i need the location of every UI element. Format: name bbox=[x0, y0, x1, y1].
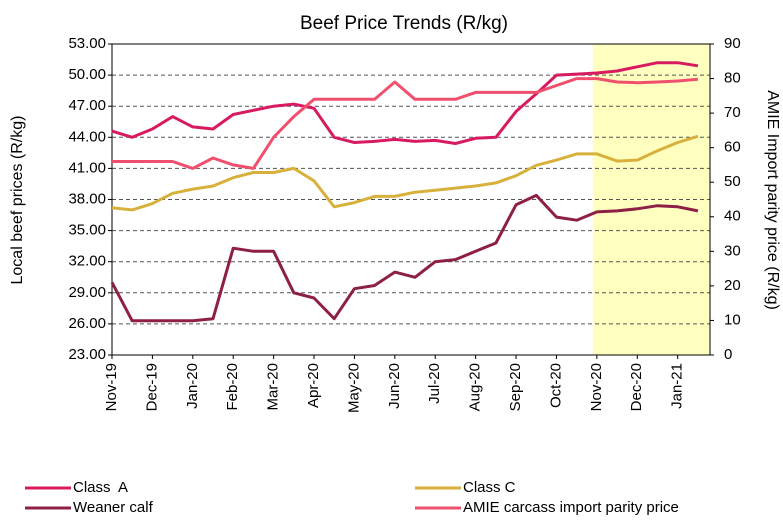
y2-tick-label: 70 bbox=[724, 104, 741, 121]
y2-tick-label: 90 bbox=[724, 35, 741, 52]
x-tick-label: Dec-20 bbox=[628, 363, 645, 411]
y-tick-label: 38.00 bbox=[68, 190, 106, 207]
x-tick-label: Jan-20 bbox=[184, 363, 201, 409]
x-tick-label: Aug-20 bbox=[467, 363, 484, 411]
y-tick-label: 35.00 bbox=[68, 222, 106, 239]
y-tick-label: 53.00 bbox=[68, 35, 106, 52]
y2-tick-label: 60 bbox=[724, 139, 741, 156]
legend-label: Class C bbox=[463, 479, 516, 496]
y-tick-label: 32.00 bbox=[68, 253, 106, 270]
y2-tick-label: 10 bbox=[724, 311, 741, 328]
series-line bbox=[110, 193, 699, 323]
x-tick-label: Mar-20 bbox=[265, 363, 282, 411]
series-line bbox=[111, 61, 699, 145]
x-tick-label: Feb-20 bbox=[224, 363, 241, 411]
y-tick-label: 44.00 bbox=[68, 128, 106, 145]
x-tick-label: Oct-20 bbox=[547, 363, 564, 408]
y-tick-label: 26.00 bbox=[68, 315, 106, 332]
y2-tick-label: 20 bbox=[724, 277, 741, 294]
y2-tick-label: 0 bbox=[724, 346, 732, 363]
legend-label: AMIE carcass import parity price bbox=[463, 499, 679, 516]
x-tick-label: Jan-21 bbox=[669, 363, 686, 409]
y-tick-label: 47.00 bbox=[68, 97, 106, 114]
y2-axis-label: AMIE Import parity price (R/kg) bbox=[764, 90, 781, 310]
x-tick-label: Jul-20 bbox=[426, 363, 443, 404]
plot-frame bbox=[111, 43, 711, 356]
y-tick-label: 41.00 bbox=[68, 159, 106, 176]
y-tick-label: 23.00 bbox=[68, 346, 106, 363]
y2-tick-label: 80 bbox=[724, 70, 741, 87]
y2-tick-label: 50 bbox=[724, 173, 741, 190]
x-tick-label: Nov-19 bbox=[103, 363, 120, 411]
x-tick-label: Sep-20 bbox=[507, 363, 524, 411]
chart-title: Beef Price Trends (R/kg) bbox=[300, 13, 508, 34]
series-line bbox=[112, 77, 699, 170]
y2-tick-label: 40 bbox=[724, 208, 741, 225]
x-tick-label: Nov-20 bbox=[588, 363, 605, 411]
y-axis-label: Local beef prices (R/kg) bbox=[9, 116, 26, 285]
x-tick-label: Dec-19 bbox=[143, 363, 160, 411]
legend-label: Class A bbox=[73, 479, 128, 496]
x-tick-label: Jun-20 bbox=[386, 363, 403, 409]
y-tick-label: 29.00 bbox=[68, 284, 106, 301]
y-tick-label: 50.00 bbox=[68, 66, 106, 83]
series-line bbox=[111, 134, 699, 212]
x-tick-label: May-20 bbox=[345, 363, 362, 413]
y2-tick-label: 30 bbox=[724, 242, 741, 259]
x-tick-label: Apr-20 bbox=[305, 363, 322, 408]
legend-label: Weaner calf bbox=[73, 499, 154, 516]
